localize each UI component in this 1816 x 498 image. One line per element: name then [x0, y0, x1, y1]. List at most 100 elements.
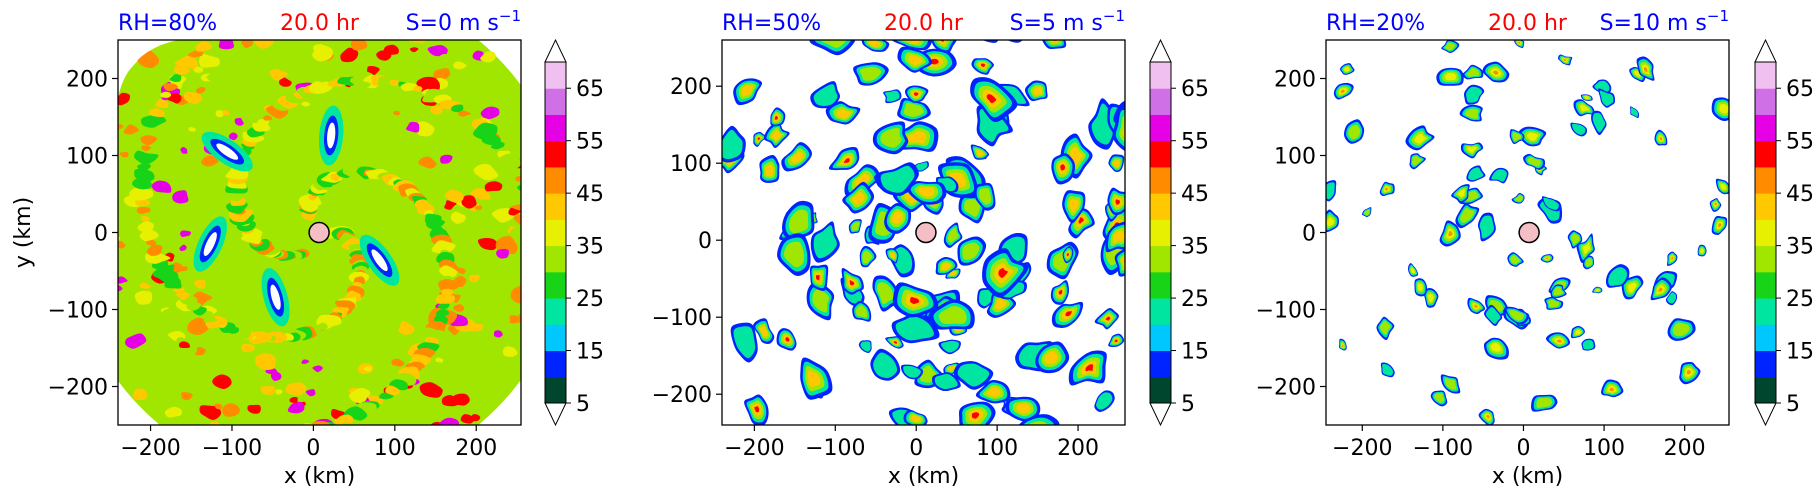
echo-cell — [1527, 157, 1541, 167]
colorbar-segment — [1150, 114, 1171, 142]
echo-cell — [966, 8, 1003, 41]
colorbar-segment — [1755, 114, 1776, 142]
echo-moat — [371, 249, 388, 272]
echo-cell — [119, 151, 129, 158]
echo-cell — [1033, 86, 1043, 96]
echo-cell — [222, 110, 230, 116]
colorbar-tick-label: 35 — [1181, 235, 1209, 260]
echo-cell — [976, 149, 984, 156]
echo-cell — [1121, 256, 1125, 268]
colorbar-segment — [545, 298, 566, 325]
echo-cell — [228, 132, 238, 141]
echo-cell — [438, 279, 460, 292]
colorbar-tick-label: 25 — [576, 287, 604, 312]
echo-cell — [254, 40, 275, 49]
echo-cell — [1514, 195, 1523, 202]
x-axis-label: x (km) — [284, 464, 355, 489]
echo-cell — [312, 365, 323, 373]
colorbar: 5 15 25 35 45 55 65 — [1754, 38, 1814, 427]
echo-cell — [285, 382, 307, 396]
echo-cell — [759, 326, 769, 337]
echo-cell — [350, 40, 368, 51]
echo-cell — [441, 394, 462, 407]
echo-cell — [785, 337, 790, 342]
echo-cell — [393, 110, 400, 116]
echo-cell — [1096, 392, 1113, 410]
echo-cell — [1343, 67, 1350, 72]
echo-cell — [884, 90, 900, 102]
echo-cell — [118, 92, 131, 106]
echo-cell — [1493, 70, 1499, 75]
echo-cell — [338, 441, 351, 451]
echo-cell — [1592, 112, 1606, 133]
echo-cell — [212, 374, 232, 389]
echo-cell — [193, 279, 206, 289]
echo-cell — [134, 168, 155, 183]
echo-cell — [1457, 189, 1465, 198]
echo-cell — [334, 418, 345, 425]
echo-cell — [1627, 282, 1637, 293]
echo-cell — [139, 282, 151, 289]
colorbar-segment — [545, 166, 566, 194]
colorbar-segment — [1150, 245, 1171, 273]
echo-cell — [129, 187, 154, 201]
echo-cell — [964, 198, 981, 217]
echo-cell — [118, 276, 128, 284]
echo-cell — [289, 397, 298, 403]
echo-cell — [502, 346, 518, 357]
echo-cell — [722, 129, 743, 160]
colorbar-segment — [1755, 350, 1776, 378]
echo-cell — [195, 347, 206, 356]
echo-cell — [188, 127, 196, 132]
echo-cell — [367, 1, 389, 16]
echo-cell — [1599, 90, 1614, 107]
echo-cell — [214, 403, 223, 410]
echo-cell — [118, 370, 124, 381]
y-tick-label: −200 — [652, 383, 712, 408]
colorbar-tick-label: 55 — [1786, 130, 1814, 155]
echo-cell — [301, 101, 311, 107]
echo-cell — [419, 382, 443, 398]
echo-cell — [201, 155, 219, 167]
echo-cell — [257, 119, 270, 127]
echo-cell — [477, 237, 498, 251]
echo-cell — [813, 84, 838, 106]
echo-cell — [398, 320, 415, 335]
echo-cell — [448, 346, 464, 358]
echo-cell — [1069, 199, 1079, 213]
echo-cell — [880, 165, 915, 193]
echo-cell — [1044, 351, 1058, 364]
echo-cell — [903, 365, 921, 378]
echo-cell — [1016, 403, 1031, 414]
colorbar-tick-label: 35 — [1786, 235, 1814, 260]
reflectivity-field — [1326, 40, 1729, 456]
echo-cell — [125, 333, 147, 349]
echo-cell — [807, 370, 821, 387]
echo-cell — [791, 151, 804, 163]
echo-cell — [855, 173, 870, 187]
echo-cell — [408, 308, 431, 324]
echo-cell — [532, 221, 545, 230]
echo-cell — [152, 376, 164, 384]
echo-cell — [263, 115, 273, 121]
echo-cell — [385, 385, 400, 396]
echo-cell — [1538, 435, 1567, 456]
echo-cell — [155, 98, 169, 109]
echo-cell — [241, 343, 255, 353]
echo-cell — [869, 40, 881, 47]
y-tick-label: 0 — [698, 229, 712, 254]
echo-cell — [151, 180, 172, 193]
echo-cell — [378, 76, 395, 88]
echo-cell — [418, 156, 437, 169]
echo-cell — [1460, 207, 1475, 223]
echo-cell — [851, 191, 865, 205]
echo-cell — [524, 274, 544, 290]
y-tick-label: 100 — [1274, 145, 1316, 170]
echo-cell — [1060, 164, 1065, 171]
echo-cell — [427, 45, 448, 57]
echo-cell — [1572, 123, 1586, 135]
echo-cell — [427, 444, 446, 456]
colorbar-segment — [1150, 350, 1171, 378]
echo-cell — [175, 291, 190, 301]
echo-cell — [441, 288, 453, 296]
